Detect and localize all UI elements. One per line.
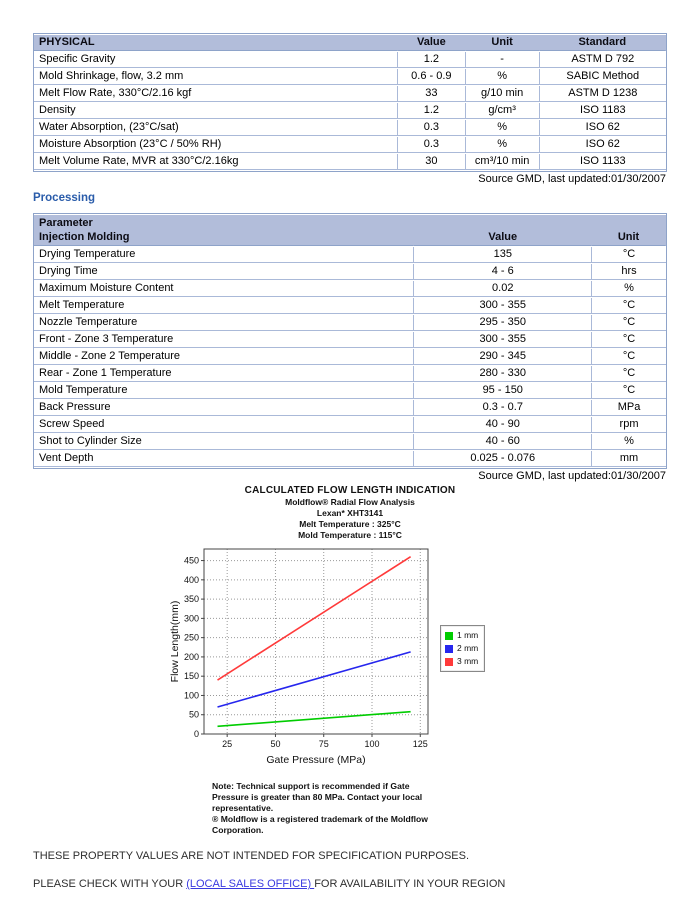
- svg-text:100: 100: [364, 739, 379, 749]
- legend-swatch-icon: [445, 657, 453, 666]
- disclaimer-text: THESE PROPERTY VALUES ARE NOT INTENDED F…: [33, 850, 470, 862]
- table-row: Mold Temperature 95 - 150 °C: [34, 383, 666, 399]
- table-row: Front - Zone 3 Temperature 300 - 355 °C: [34, 332, 666, 348]
- table-row: Back Pressure 0.3 - 0.7 MPa: [34, 400, 666, 416]
- chart-plot-area: 25 50 75 100 125 0 50 100 150 200 250 300 350 400 450 G…: [169, 548, 429, 766]
- table-row: Rear - Zone 1 Temperature 280 - 330 °C: [34, 366, 666, 382]
- legend-item: 1 mm: [445, 629, 478, 642]
- svg-text:250: 250: [184, 633, 199, 643]
- flow-length-chart: CALCULATED FLOW LENGTH INDICATION Moldfl…: [168, 485, 532, 836]
- legend-label: 3 mm: [457, 656, 479, 666]
- column-header-standard: Standard: [539, 35, 666, 51]
- table-row: Melt Temperature 300 - 355 °C: [34, 298, 666, 314]
- table-row: Melt Flow Rate, 330°C/2.16 kgf 33 g/10 min…: [34, 86, 666, 102]
- page-footer: THESE PROPERTY VALUES ARE NOT INTENDED F…: [33, 850, 667, 891]
- svg-text:25: 25: [222, 739, 232, 749]
- x-axis-label: Gate Pressure (MPa): [266, 754, 365, 766]
- table-row: Middle - Zone 2 Temperature 290 - 345 °C: [34, 349, 666, 365]
- column-header-value: Value: [398, 35, 466, 51]
- table-row: Drying Temperature 135 °C: [34, 247, 666, 263]
- y-axis-label: Flow Length(mm): [169, 601, 181, 683]
- table-row: Screw Speed 40 - 90 rpm: [34, 417, 666, 433]
- table-row: Nozzle Temperature 295 - 350 °C: [34, 315, 666, 331]
- local-sales-office-link[interactable]: (LOCAL SALES OFFICE): [186, 878, 315, 890]
- svg-text:300: 300: [184, 613, 199, 623]
- table-row: Maximum Moisture Content 0.02%: [34, 281, 666, 297]
- chart-title: CALCULATED FLOW LENGTH INDICATION: [244, 485, 456, 496]
- table-row: Vent Depth 0.025 - 0.076 mm: [34, 451, 666, 467]
- svg-text:200: 200: [184, 652, 199, 662]
- legend-item: 2 mm: [445, 642, 478, 655]
- svg-text:350: 350: [184, 594, 199, 604]
- svg-text:100: 100: [184, 690, 199, 700]
- processing-parameters-table: Parameter Injection Molding Value Unit D…: [33, 213, 667, 469]
- availability-text: PLEASE CHECK WITH YOUR (LOCAL SALES OFFI…: [33, 878, 667, 891]
- table-row: Specific Gravity 1.2- ASTM D 792: [34, 52, 666, 68]
- table-row: Moisture Absorption (23°C / 50% RH) 0.3% I…: [34, 137, 666, 153]
- column-header-unit: Unit: [465, 35, 540, 51]
- section-title-processing: Processing: [33, 192, 95, 204]
- legend-item: 3 mm: [445, 655, 478, 668]
- physical-table-title: PHYSICAL: [34, 35, 399, 51]
- table-row: Mold Shrinkage, flow, 3.2 mm 0.6 - 0.9% SA…: [34, 69, 666, 85]
- svg-text:50: 50: [189, 710, 199, 720]
- svg-text:0: 0: [194, 729, 199, 739]
- source-note-physical: Source GMD, last updated:01/30/2007: [478, 173, 666, 185]
- column-header-value: Value: [414, 215, 593, 246]
- chart-note: Note: Technical support is recommended i…: [212, 781, 428, 835]
- svg-text:75: 75: [319, 739, 329, 749]
- source-note-processing: Source GMD, last updated:01/30/2007: [478, 470, 666, 482]
- physical-table-header-row: PHYSICAL Value Unit Standard: [34, 35, 666, 51]
- processing-table-header-row: Parameter Injection Molding Value Unit: [34, 215, 666, 246]
- table-row: Water Absorption, (23°C/sat) 0.3% ISO 62: [34, 120, 666, 136]
- table-row: Shot to Cylinder Size 40 - 60%: [34, 434, 666, 450]
- table-row: Drying Time 4 - 6 hrs: [34, 264, 666, 280]
- legend-swatch-icon: [445, 644, 453, 653]
- chart-legend: 1 mm 2 mm 3 mm: [440, 625, 486, 672]
- availability-suffix: FOR AVAILABILITY IN YOUR REGION: [314, 878, 506, 890]
- header-parameter: Parameter: [39, 217, 93, 229]
- header-injection-molding: Injection Molding: [39, 231, 130, 243]
- svg-text:150: 150: [184, 671, 199, 681]
- svg-text:50: 50: [270, 739, 280, 749]
- table-row: Melt Volume Rate, MVR at 330°C/2.16kg 30 c…: [34, 154, 666, 170]
- processing-table-title: Parameter Injection Molding: [34, 215, 415, 246]
- svg-text:125: 125: [413, 739, 428, 749]
- table-row: Density 1.2 g/cm³ ISO 1183: [34, 103, 666, 119]
- legend-label: 2 mm: [457, 643, 479, 653]
- column-header-unit: Unit: [592, 215, 666, 246]
- legend-swatch-icon: [445, 631, 453, 640]
- svg-text:400: 400: [184, 575, 199, 585]
- chart-subtitles: Moldflow® Radial Flow Analysis Lexan* XHT…: [285, 497, 415, 540]
- legend-label: 1 mm: [457, 630, 479, 640]
- svg-text:450: 450: [184, 556, 199, 566]
- chart-titles: CALCULATED FLOW LENGTH INDICATION Moldfl…: [168, 485, 532, 541]
- physical-properties-table: PHYSICAL Value Unit Standard Specific Gr…: [33, 33, 667, 172]
- availability-prefix: PLEASE CHECK WITH YOUR: [33, 878, 187, 890]
